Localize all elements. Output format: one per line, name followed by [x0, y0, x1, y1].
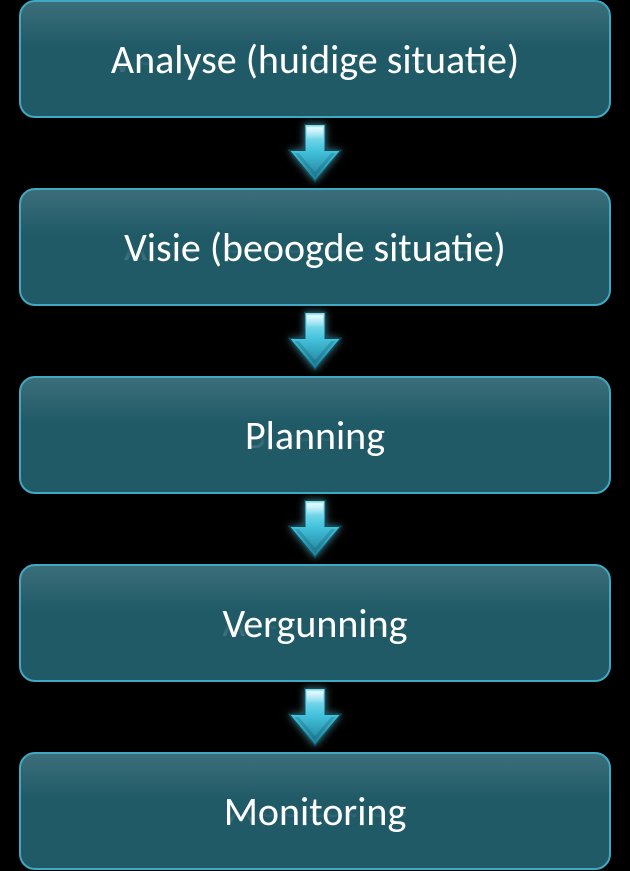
arrow-slot — [0, 118, 630, 188]
arrow-down-icon — [281, 683, 349, 751]
flow-step-monitoring: Monitoring — [19, 752, 611, 870]
arrow-down-icon — [281, 119, 349, 187]
arrow-slot — [0, 306, 630, 376]
arrow-slot — [0, 494, 630, 564]
flow-step-label: Vergunning — [223, 599, 408, 648]
arrow-slot — [0, 682, 630, 752]
flow-step-analyse: Analyse (huidige situatie) — [19, 0, 611, 118]
flow-step-label: Visie (beoogde situatie) — [124, 223, 506, 272]
arrow-down-icon — [281, 495, 349, 563]
flow-step-planning: Planning — [19, 376, 611, 494]
flowchart: Analyse (huidige situatie) Visie (beoogd… — [0, 0, 630, 871]
flow-step-label: Monitoring — [224, 787, 407, 836]
arrow-down-icon — [281, 307, 349, 375]
flow-step-label: Analyse (huidige situatie) — [111, 35, 519, 84]
flow-step-label: Planning — [245, 411, 385, 460]
flow-step-visie: Visie (beoogde situatie) — [19, 188, 611, 306]
flow-step-vergunning: Vergunning — [19, 564, 611, 682]
